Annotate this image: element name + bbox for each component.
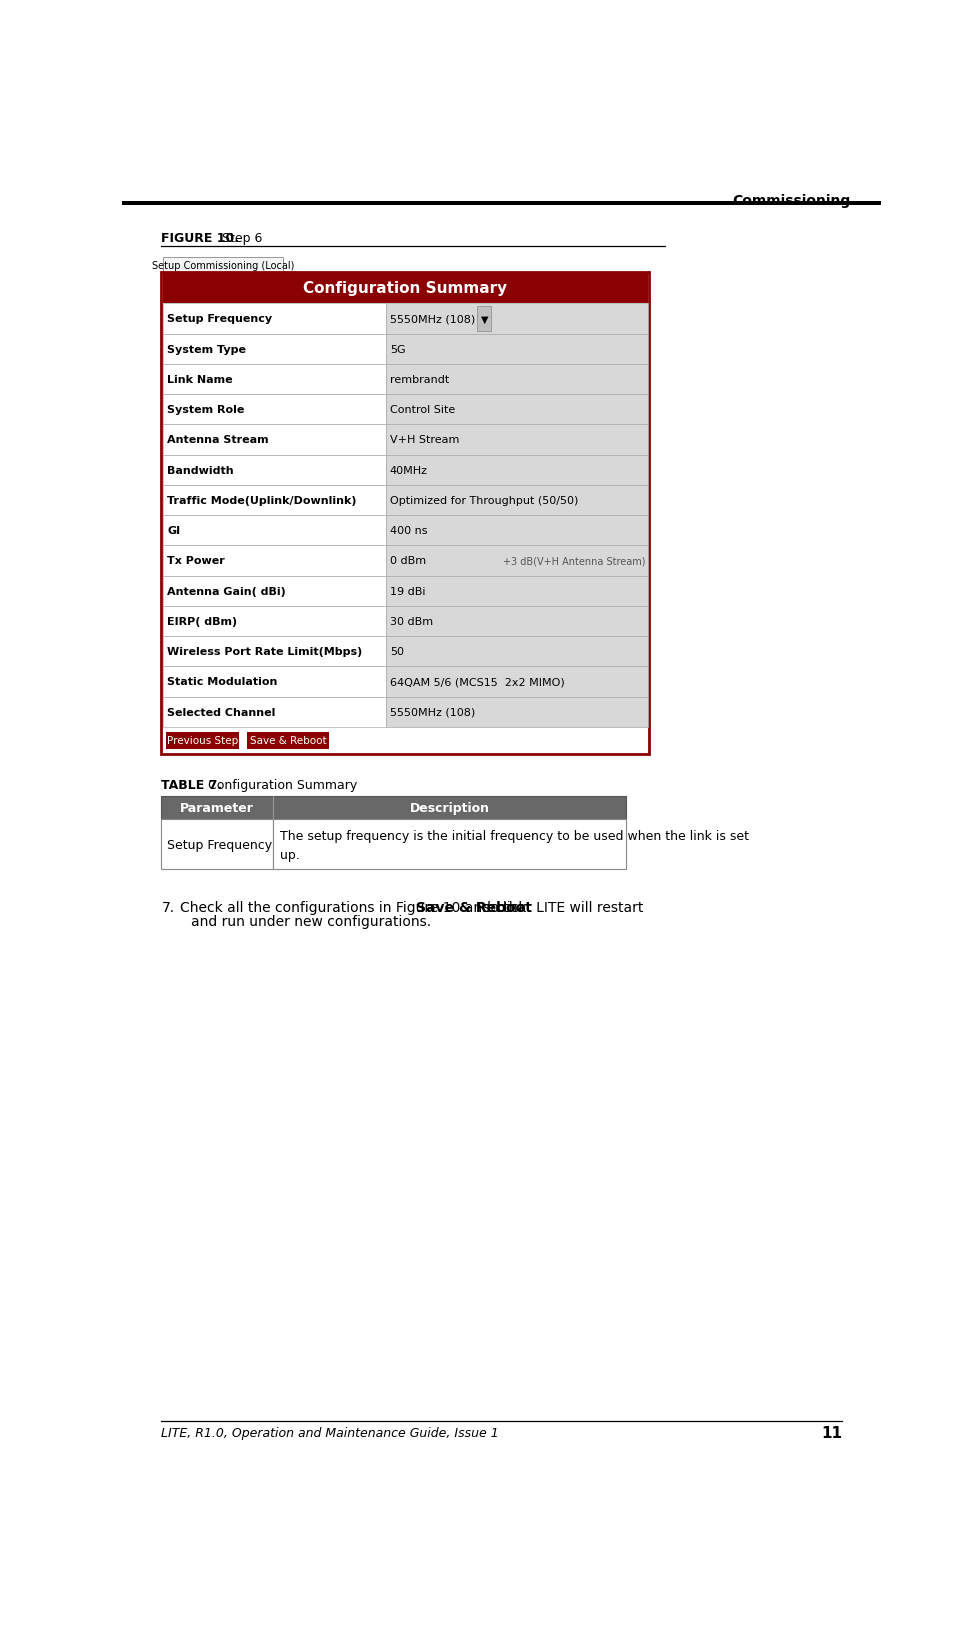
Text: and run under new configurations.: and run under new configurations. <box>191 914 430 929</box>
Text: 19 dBi: 19 dBi <box>389 587 424 597</box>
Bar <box>165 732 240 750</box>
Text: EIRP( dBm): EIRP( dBm) <box>167 616 238 626</box>
Text: ▼: ▼ <box>480 315 488 324</box>
Text: Configuration Summary: Configuration Summary <box>207 779 357 792</box>
Bar <box>162 365 385 394</box>
Text: 64QAM 5/6 (MCS15  2x2 MIMO): 64QAM 5/6 (MCS15 2x2 MIMO) <box>389 676 564 686</box>
Text: Control Site: Control Site <box>389 404 455 416</box>
Text: Traffic Mode(Uplink/Downlink): Traffic Mode(Uplink/Downlink) <box>167 496 356 505</box>
Text: Antenna Gain( dBi): Antenna Gain( dBi) <box>167 587 286 597</box>
Text: 5550MHz (108): 5550MHz (108) <box>389 315 474 324</box>
Text: Setup Frequency: Setup Frequency <box>167 315 272 324</box>
Bar <box>385 637 647 667</box>
Text: Antenna Stream: Antenna Stream <box>167 435 269 445</box>
Text: 5G: 5G <box>389 344 405 354</box>
Text: Wireless Port Rate Limit(Mbps): Wireless Port Rate Limit(Mbps) <box>167 647 362 657</box>
Text: LITE, R1.0, Operation and Maintenance Guide, Issue 1: LITE, R1.0, Operation and Maintenance Gu… <box>161 1426 499 1439</box>
Text: Selected Channel: Selected Channel <box>167 707 276 717</box>
Bar <box>162 698 385 727</box>
Bar <box>162 425 385 455</box>
Bar <box>161 274 648 755</box>
Text: 400 ns: 400 ns <box>389 526 426 536</box>
Text: 50: 50 <box>389 647 403 657</box>
Text: System Role: System Role <box>167 404 244 416</box>
Text: so that LITE will restart: so that LITE will restart <box>478 900 643 914</box>
Bar <box>385 546 647 575</box>
Bar <box>162 334 385 365</box>
Bar <box>273 820 626 870</box>
Bar <box>385 575 647 606</box>
Bar <box>162 305 385 334</box>
Text: V+H Stream: V+H Stream <box>389 435 459 445</box>
Text: Description: Description <box>410 802 489 815</box>
Text: TABLE 7.: TABLE 7. <box>161 779 222 792</box>
Text: FIGURE 10.: FIGURE 10. <box>161 231 239 244</box>
Bar <box>162 606 385 637</box>
Text: Tx Power: Tx Power <box>167 556 225 566</box>
Text: +3 dB(V+H Antenna Stream): +3 dB(V+H Antenna Stream) <box>503 556 645 566</box>
Bar <box>385 606 647 637</box>
Text: Configuration Summary: Configuration Summary <box>303 282 507 297</box>
Bar <box>162 274 647 305</box>
Bar <box>162 515 385 546</box>
Text: Save & Reboot: Save & Reboot <box>249 735 326 747</box>
Text: System Type: System Type <box>167 344 246 354</box>
Bar <box>162 667 385 698</box>
Bar <box>385 394 647 425</box>
Text: Step 6: Step 6 <box>221 231 262 244</box>
Text: Link Name: Link Name <box>167 375 233 385</box>
Text: 5550MHz (108): 5550MHz (108) <box>389 707 474 717</box>
Text: The setup frequency is the initial frequency to be used when the link is set: The setup frequency is the initial frequ… <box>280 830 748 843</box>
Text: 11: 11 <box>821 1425 841 1439</box>
Text: 30 dBm: 30 dBm <box>389 616 432 626</box>
Bar <box>162 546 385 575</box>
Text: 0 dBm: 0 dBm <box>389 556 425 566</box>
Text: Optimized for Throughput (50/50): Optimized for Throughput (50/50) <box>389 496 578 505</box>
Bar <box>385 305 647 334</box>
Bar <box>162 258 283 274</box>
Bar <box>162 486 385 515</box>
Bar <box>385 334 647 365</box>
Bar <box>161 820 273 870</box>
Text: Commissioning: Commissioning <box>732 194 850 209</box>
Text: Setup Frequency: Setup Frequency <box>167 838 272 851</box>
Text: rembrandt: rembrandt <box>389 375 449 385</box>
Bar <box>385 425 647 455</box>
Bar <box>385 515 647 546</box>
Text: Previous Step: Previous Step <box>167 735 238 747</box>
Bar <box>385 455 647 486</box>
Bar <box>162 394 385 425</box>
Bar <box>385 365 647 394</box>
Text: Check all the configurations in Figure 10 and click: Check all the configurations in Figure 1… <box>180 900 531 914</box>
Bar <box>385 486 647 515</box>
Bar <box>385 667 647 698</box>
Text: Bandwidth: Bandwidth <box>167 466 234 476</box>
Text: Save & Reboot: Save & Reboot <box>416 900 532 914</box>
Bar <box>385 698 647 727</box>
Text: GI: GI <box>167 526 180 536</box>
Text: up.: up. <box>280 848 299 861</box>
Text: Static Modulation: Static Modulation <box>167 676 278 686</box>
Text: 40MHz: 40MHz <box>389 466 427 476</box>
Text: Parameter: Parameter <box>180 802 254 815</box>
Bar <box>122 202 880 205</box>
Bar <box>477 306 491 333</box>
Bar <box>162 455 385 486</box>
Bar <box>161 797 626 820</box>
Bar <box>162 575 385 606</box>
Bar <box>246 732 329 750</box>
Text: Setup Commissioning (Local): Setup Commissioning (Local) <box>152 261 293 271</box>
Text: 7.: 7. <box>161 900 175 914</box>
Bar <box>162 637 385 667</box>
